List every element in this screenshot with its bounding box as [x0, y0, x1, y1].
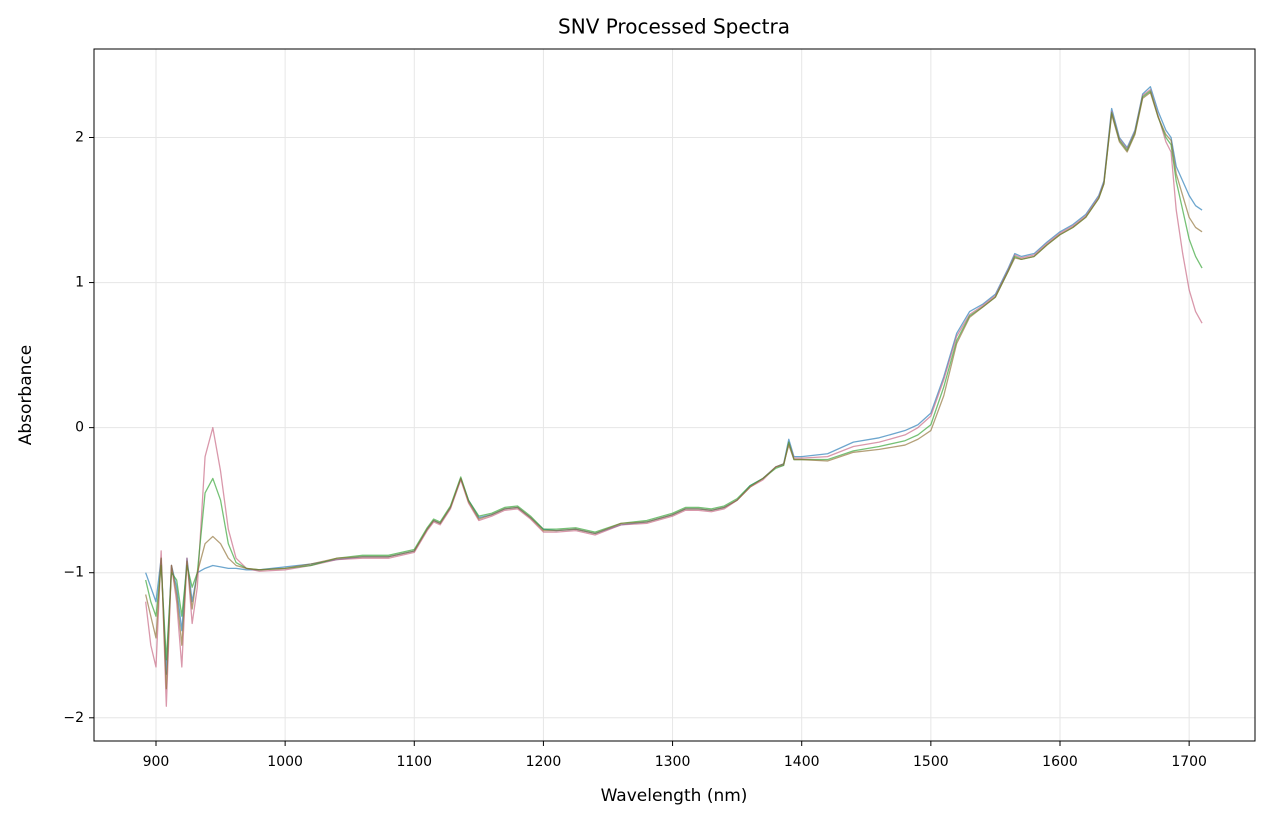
x-tick-label: 1700 [1171, 754, 1207, 770]
x-axis-label: Wavelength (nm) [601, 786, 748, 806]
spectrum-line [145, 91, 1203, 690]
y-tick-label: 0 [75, 420, 84, 436]
y-tick-label: −2 [63, 710, 84, 726]
y-tick-label: 2 [75, 129, 84, 145]
plot-lines [145, 86, 1203, 707]
x-tick-label: 900 [143, 754, 170, 770]
x-tick-label: 1300 [655, 754, 691, 770]
x-tick-label: 1600 [1042, 754, 1078, 770]
x-tick-label: 1400 [784, 754, 820, 770]
chart-title: SNV Processed Spectra [558, 15, 790, 39]
y-axis-label: Absorbance [16, 345, 36, 445]
y-tick-label: −1 [63, 565, 84, 581]
x-tick-label: 1200 [526, 754, 562, 770]
spectrum-line [145, 88, 1203, 707]
x-tick-label: 1100 [396, 754, 432, 770]
x-tick-label: 1500 [913, 754, 949, 770]
y-tick-label: 1 [75, 275, 84, 291]
spectrum-line [145, 90, 1203, 661]
plot-frame [93, 48, 1256, 742]
spectrum-line [145, 86, 1203, 675]
x-tick-label: 1000 [267, 754, 303, 770]
